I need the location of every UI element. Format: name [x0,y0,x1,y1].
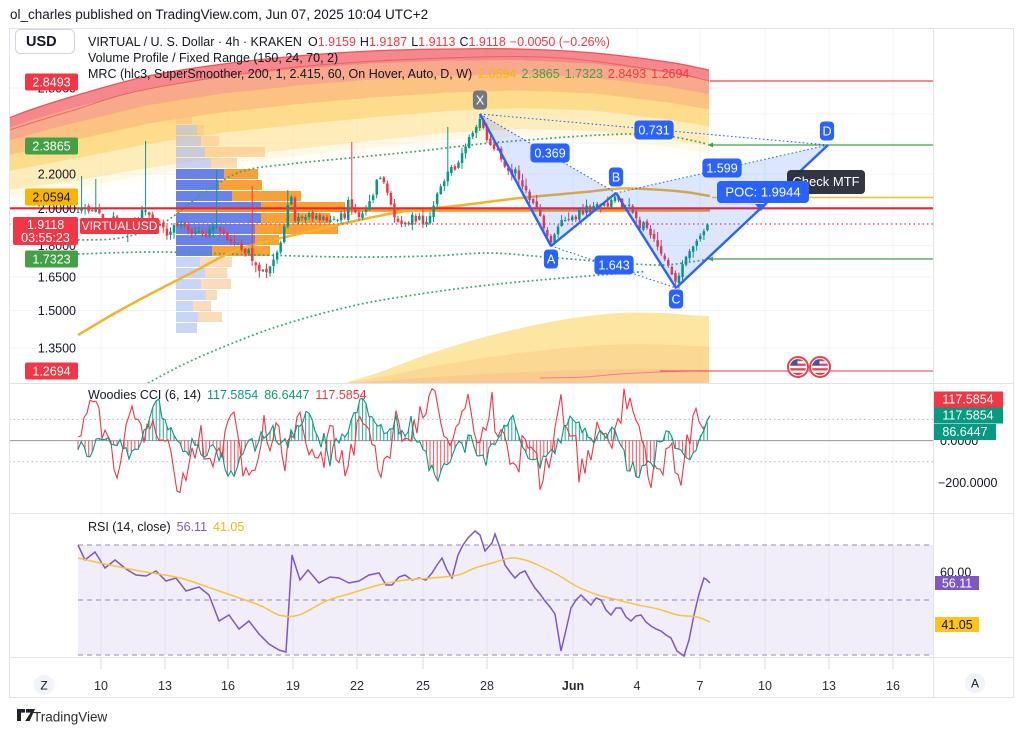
svg-text:56.11: 56.11 [942,577,972,591]
svg-text:B: B [612,171,620,185]
svg-text:22: 22 [350,679,364,693]
svg-text:D: D [822,125,831,139]
svg-text:117.5854: 117.5854 [942,409,993,423]
svg-text:USD: USD [26,34,57,50]
svg-text:C: C [671,293,680,307]
svg-text:10: 10 [758,679,772,693]
svg-text:POC: 1.9944: POC: 1.9944 [725,185,800,200]
svg-text:1.6500: 1.6500 [38,271,76,285]
svg-text:19: 19 [286,679,300,693]
svg-text:1.599: 1.599 [706,162,737,176]
svg-text:VIRTUALUSD: VIRTUALUSD [82,219,158,233]
svg-text:0.731: 0.731 [638,124,669,138]
svg-text:16: 16 [221,679,235,693]
svg-text:1.3500: 1.3500 [38,342,76,356]
svg-text:Volume Profile / Fixed Range (: Volume Profile / Fixed Range (150, 24, 7… [88,51,338,65]
svg-text:Z: Z [40,679,47,693]
svg-text:1.5000: 1.5000 [38,304,76,318]
svg-text:ol_charles published on Tradin: ol_charles published on TradingView.com,… [10,7,428,22]
svg-text:7: 7 [697,679,704,693]
svg-text:117.5854: 117.5854 [942,393,993,407]
svg-text:2.0000: 2.0000 [38,202,76,216]
svg-text:10: 10 [94,679,108,693]
svg-text:A: A [547,253,556,267]
svg-text:1.643: 1.643 [598,259,629,273]
svg-text:Check MTF: Check MTF [792,174,859,189]
svg-text:41.05: 41.05 [941,618,972,632]
svg-text:X: X [476,94,485,108]
svg-text:1.9118: 1.9118 [27,218,64,232]
svg-text:TradingView: TradingView [33,710,108,725]
svg-text:VIRTUAL / U. S. Dollar · 4h ·: VIRTUAL / U. S. Dollar · 4h · KRAKEN O1.9… [88,35,610,49]
svg-text:Jun: Jun [562,679,584,693]
svg-text:13: 13 [158,679,172,693]
svg-text:25: 25 [416,679,430,693]
svg-text:16: 16 [886,679,900,693]
svg-text:2.8493: 2.8493 [32,76,70,90]
svg-text:86.6447: 86.6447 [942,425,987,439]
svg-text:4: 4 [634,679,641,693]
svg-text:MRC (hlc3, SuperSmoother, 200,: MRC (hlc3, SuperSmoother, 200, 1, 2.415,… [88,67,689,81]
svg-text:2.2000: 2.2000 [38,168,76,182]
svg-text:03:55:23: 03:55:23 [21,231,70,245]
svg-text:2.3865: 2.3865 [32,140,70,154]
svg-text:A: A [971,677,979,691]
svg-text:28: 28 [480,679,494,693]
svg-text:1.2694: 1.2694 [32,365,70,379]
svg-text:−200.0000: −200.0000 [938,476,997,490]
svg-text:0.369: 0.369 [534,147,565,161]
svg-text:2.0594: 2.0594 [32,191,70,205]
svg-text:1.7323: 1.7323 [32,253,70,267]
svg-text:13: 13 [822,679,836,693]
